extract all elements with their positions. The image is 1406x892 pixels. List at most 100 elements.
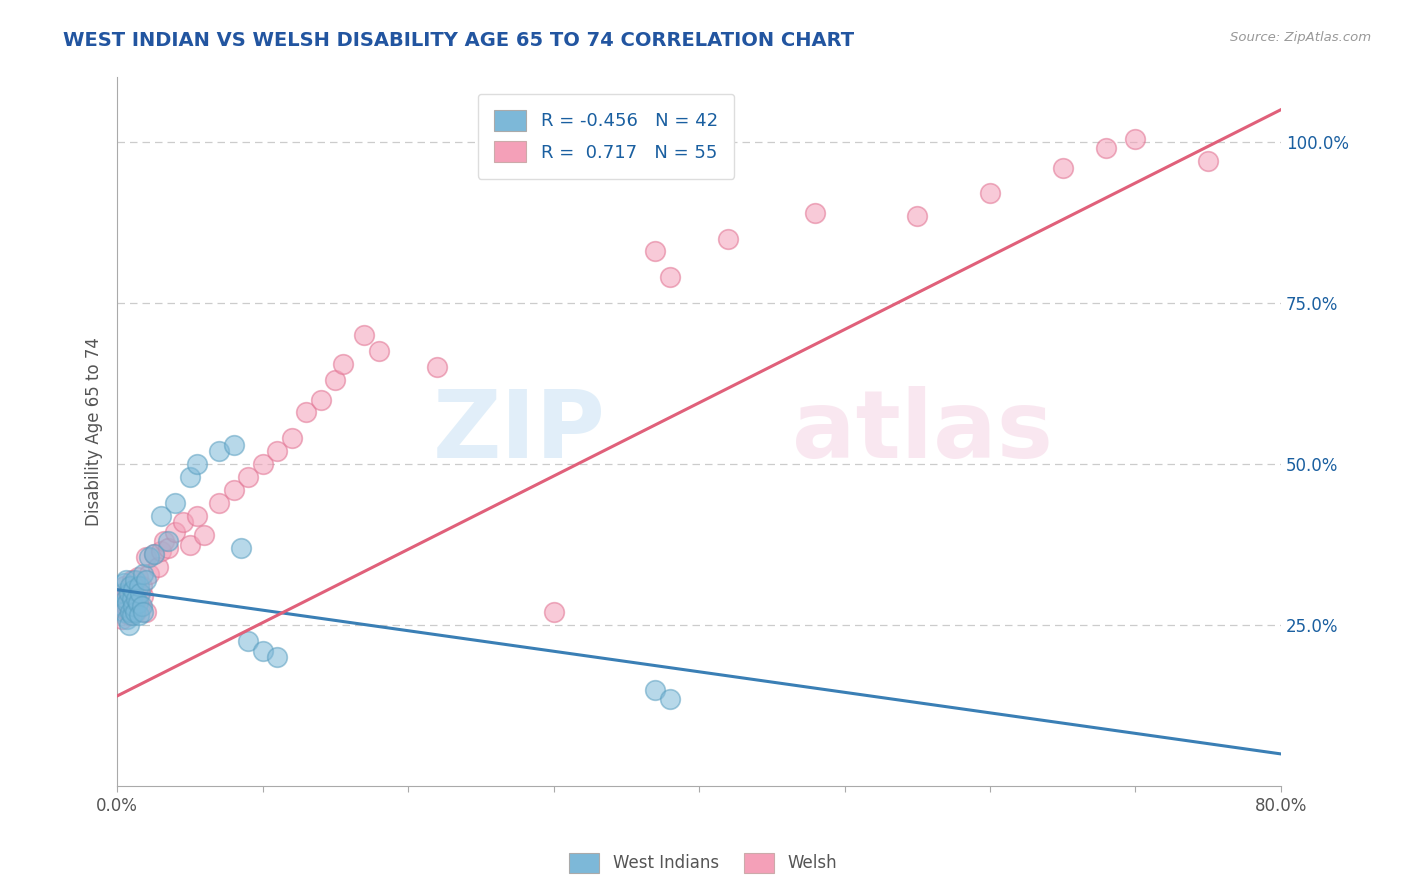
Point xyxy=(1052,161,1074,175)
Point xyxy=(124,605,146,619)
Point xyxy=(121,573,143,587)
Point xyxy=(114,605,136,619)
Point xyxy=(186,508,208,523)
Y-axis label: Disability Age 65 to 74: Disability Age 65 to 74 xyxy=(86,337,103,526)
Point xyxy=(644,682,666,697)
Point xyxy=(804,205,827,219)
Point xyxy=(179,537,201,551)
Point xyxy=(325,373,347,387)
Point xyxy=(127,595,149,609)
Point xyxy=(172,515,194,529)
Point xyxy=(120,589,142,603)
Point xyxy=(115,592,138,607)
Point xyxy=(368,344,391,359)
Point xyxy=(905,209,928,223)
Point xyxy=(186,457,208,471)
Point xyxy=(165,524,187,539)
Point xyxy=(114,602,136,616)
Point xyxy=(353,328,375,343)
Point xyxy=(121,605,143,619)
Point xyxy=(120,605,142,619)
Point xyxy=(117,586,139,600)
Point xyxy=(121,592,143,607)
Text: ZIP: ZIP xyxy=(433,386,606,478)
Text: WEST INDIAN VS WELSH DISABILITY AGE 65 TO 74 CORRELATION CHART: WEST INDIAN VS WELSH DISABILITY AGE 65 T… xyxy=(63,31,855,50)
Point xyxy=(179,470,201,484)
Point xyxy=(111,592,134,607)
Point xyxy=(128,579,150,593)
Point xyxy=(131,579,153,593)
Point xyxy=(229,541,252,555)
Point xyxy=(124,573,146,587)
Point xyxy=(122,599,145,613)
Point xyxy=(295,405,318,419)
Point xyxy=(117,595,139,609)
Point xyxy=(236,470,259,484)
Point xyxy=(193,528,215,542)
Point xyxy=(129,599,152,613)
Point xyxy=(142,547,165,561)
Point xyxy=(132,605,155,619)
Point xyxy=(115,599,138,613)
Point xyxy=(236,634,259,648)
Point xyxy=(281,431,304,445)
Point xyxy=(122,595,145,609)
Point xyxy=(125,605,148,619)
Point xyxy=(128,586,150,600)
Point xyxy=(717,231,740,245)
Point xyxy=(121,608,143,623)
Legend: West Indians, Welsh: West Indians, Welsh xyxy=(562,847,844,880)
Point xyxy=(127,570,149,584)
Point xyxy=(1125,131,1147,145)
Point xyxy=(659,270,682,285)
Point xyxy=(138,566,160,581)
Point xyxy=(309,392,332,407)
Point xyxy=(125,592,148,607)
Point xyxy=(543,605,565,619)
Point xyxy=(114,576,136,591)
Point xyxy=(135,573,157,587)
Point xyxy=(252,457,274,471)
Point xyxy=(332,357,354,371)
Point xyxy=(157,541,180,555)
Point xyxy=(149,544,172,558)
Point xyxy=(222,438,245,452)
Point xyxy=(644,244,666,259)
Point xyxy=(120,579,142,593)
Point xyxy=(129,586,152,600)
Point xyxy=(146,560,169,574)
Point xyxy=(142,547,165,561)
Text: atlas: atlas xyxy=(792,386,1053,478)
Point xyxy=(122,582,145,597)
Point xyxy=(1095,141,1118,155)
Point xyxy=(115,573,138,587)
Point xyxy=(110,599,132,613)
Point xyxy=(222,483,245,497)
Point xyxy=(1197,154,1219,169)
Point xyxy=(208,496,231,510)
Point xyxy=(252,644,274,658)
Point xyxy=(149,508,172,523)
Point xyxy=(131,599,153,613)
Point xyxy=(266,444,288,458)
Point xyxy=(152,534,174,549)
Point xyxy=(135,550,157,565)
Point xyxy=(124,586,146,600)
Point xyxy=(132,566,155,581)
Point xyxy=(117,612,139,626)
Point xyxy=(135,605,157,619)
Point xyxy=(138,550,160,565)
Legend: R = -0.456   N = 42, R =  0.717   N = 55: R = -0.456 N = 42, R = 0.717 N = 55 xyxy=(478,94,734,178)
Point xyxy=(157,534,180,549)
Point xyxy=(165,496,187,510)
Point xyxy=(128,608,150,623)
Point xyxy=(979,186,1001,201)
Point xyxy=(118,608,141,623)
Point xyxy=(659,692,682,706)
Point xyxy=(118,586,141,600)
Point xyxy=(110,612,132,626)
Point xyxy=(208,444,231,458)
Point xyxy=(118,618,141,632)
Point xyxy=(426,360,449,375)
Point xyxy=(266,650,288,665)
